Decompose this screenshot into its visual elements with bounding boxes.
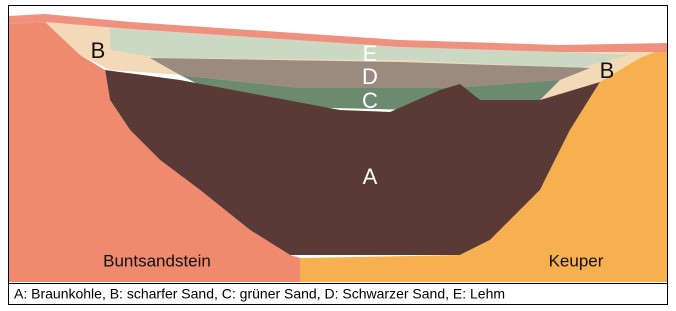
label-e: E xyxy=(363,41,378,66)
label-b: B xyxy=(91,38,106,63)
diagram: B B E D C A Buntsandstein Keuper A: Brau… xyxy=(0,0,676,311)
label-d: D xyxy=(362,64,378,89)
label-b: B xyxy=(600,58,615,83)
label-keuper: Keuper xyxy=(549,251,604,270)
label-c: C xyxy=(362,88,378,113)
label-buntsandstein: Buntsandstein xyxy=(103,251,211,270)
label-a: A xyxy=(363,164,378,189)
legend-text: A: Braunkohle, B: scharfer Sand, C: grün… xyxy=(14,286,505,302)
